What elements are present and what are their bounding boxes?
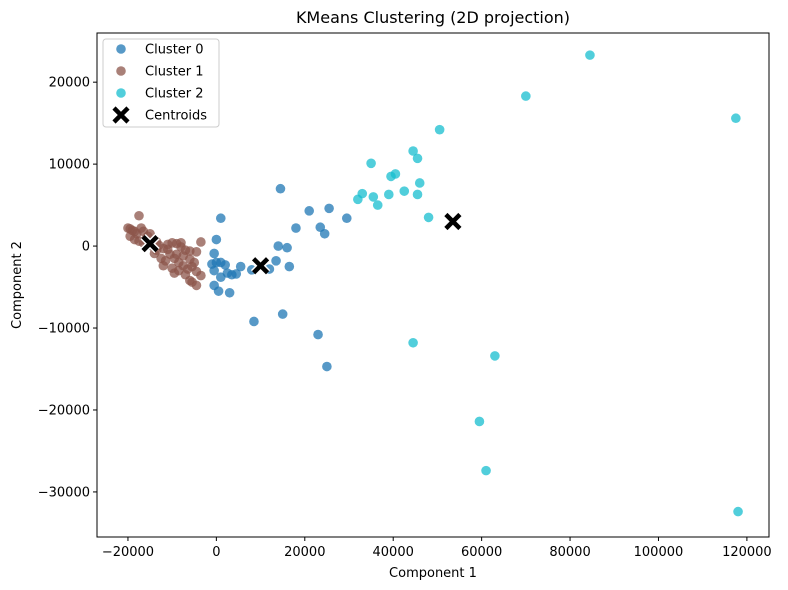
cluster-1-point: [191, 280, 202, 291]
x-tick-label: 0: [212, 545, 220, 560]
legend-box: [102, 38, 220, 128]
cluster-0-point: [215, 272, 226, 283]
y-tick-label: 0: [82, 240, 90, 255]
x-tick-label: 80000: [549, 545, 590, 560]
cluster-2-point: [386, 171, 396, 182]
cluster-2-point: [474, 416, 485, 427]
cluster-2-point: [481, 465, 491, 476]
cluster-0-point: [213, 286, 224, 296]
cluster-1-point: [196, 237, 206, 247]
cluster-1-point: [171, 249, 182, 260]
x-axis: −20000 0 20000 40000 60000 80000 100000 120000: [102, 537, 772, 560]
cluster-1-point: [189, 257, 200, 268]
y-tick-label: −10000: [38, 322, 90, 337]
legend-label-cluster-1: Cluster 1: [145, 65, 204, 80]
cluster-2-point: [733, 506, 743, 517]
y-tick-label: −30000: [38, 485, 90, 500]
cluster-1-point: [176, 237, 186, 248]
x-tick-label: 20000: [284, 545, 325, 560]
cluster-0-point: [209, 265, 219, 276]
y-tick-label: −20000: [38, 403, 90, 418]
cluster-1-point: [160, 256, 171, 266]
plot-frame: [96, 32, 770, 538]
cluster-0-point: [271, 256, 281, 266]
y-axis: −30000 −20000 −10000 0 10000 20000: [38, 76, 97, 500]
cluster-1-point: [162, 239, 173, 250]
cluster-2-point: [408, 146, 418, 156]
cluster-2-point: [521, 91, 531, 101]
cluster-2-point: [383, 189, 394, 200]
cluster-0-point: [277, 309, 288, 319]
cluster-2-point: [366, 158, 376, 169]
cluster-2-point: [368, 192, 379, 202]
cluster-0-point: [341, 213, 352, 224]
cluster-2-point: [372, 200, 383, 210]
y-axis-title: Component 2: [10, 241, 25, 329]
cluster-0-point: [322, 361, 332, 372]
y-tick-label: 10000: [49, 158, 90, 173]
x-tick-label: −20000: [102, 545, 154, 560]
centroid-marker: [251, 257, 270, 275]
legend-label-cluster-0: Cluster 0: [145, 43, 204, 58]
cluster-1-point: [149, 248, 160, 259]
legend-label-cluster-2: Cluster 2: [145, 87, 204, 102]
x-axis-title: Component 1: [389, 566, 477, 581]
cluster-0-point: [275, 183, 286, 194]
cluster-2-point: [434, 124, 445, 135]
legend-swatch-cluster-1: [116, 66, 126, 76]
cluster-0-point: [249, 316, 259, 327]
x-tick-label: 100000: [634, 545, 684, 560]
chart-title: KMeans Clustering (2D projection): [296, 8, 570, 27]
legend-label-centroids: Centroids: [145, 109, 207, 124]
y-tick-label: 20000: [49, 76, 90, 91]
cluster-2-point: [490, 351, 500, 361]
cluster-2-point: [399, 186, 410, 196]
legend-swatch-cluster-2: [116, 88, 126, 98]
cluster-0-point: [273, 241, 284, 251]
cluster-0-point: [220, 260, 231, 270]
legend-swatch-cluster-0: [116, 44, 126, 54]
cluster-1-point: [134, 210, 144, 221]
cluster-0-point: [224, 287, 235, 298]
x-tick-label: 40000: [373, 545, 414, 560]
cluster-0-point: [215, 213, 226, 224]
cluster-1-point: [196, 270, 206, 281]
cluster-0-point: [291, 223, 301, 233]
cluster-2-point: [423, 212, 434, 223]
cluster-2-point: [408, 337, 418, 348]
cluster-0-point: [231, 269, 242, 279]
cluster-0-point: [284, 261, 295, 272]
cluster-2-point: [585, 50, 595, 60]
x-tick-label: 120000: [722, 545, 772, 560]
legend-swatch-centroids: [112, 106, 130, 124]
x-tick-label: 60000: [461, 545, 502, 560]
cluster-0-point: [282, 242, 292, 253]
centroid-marker: [141, 235, 159, 253]
cluster-0-point: [324, 203, 334, 214]
centroid-marker: [444, 212, 462, 231]
cluster-0-point: [313, 329, 323, 340]
cluster-1-point: [191, 247, 202, 257]
cluster-2-point: [412, 189, 423, 200]
cluster-0-point: [235, 261, 246, 272]
cluster-0-point: [209, 248, 219, 259]
cluster-2-point: [731, 113, 741, 124]
cluster-2-point: [412, 153, 423, 164]
cluster-2-point: [353, 194, 363, 205]
cluster-0-point: [304, 206, 315, 216]
legend: Cluster 0 Cluster 1 Cluster 2 Centroids: [102, 38, 220, 128]
cluster-2-point: [414, 178, 425, 188]
cluster-0-point: [319, 228, 330, 239]
cluster-0-point: [211, 234, 222, 245]
data-points: [123, 50, 743, 517]
